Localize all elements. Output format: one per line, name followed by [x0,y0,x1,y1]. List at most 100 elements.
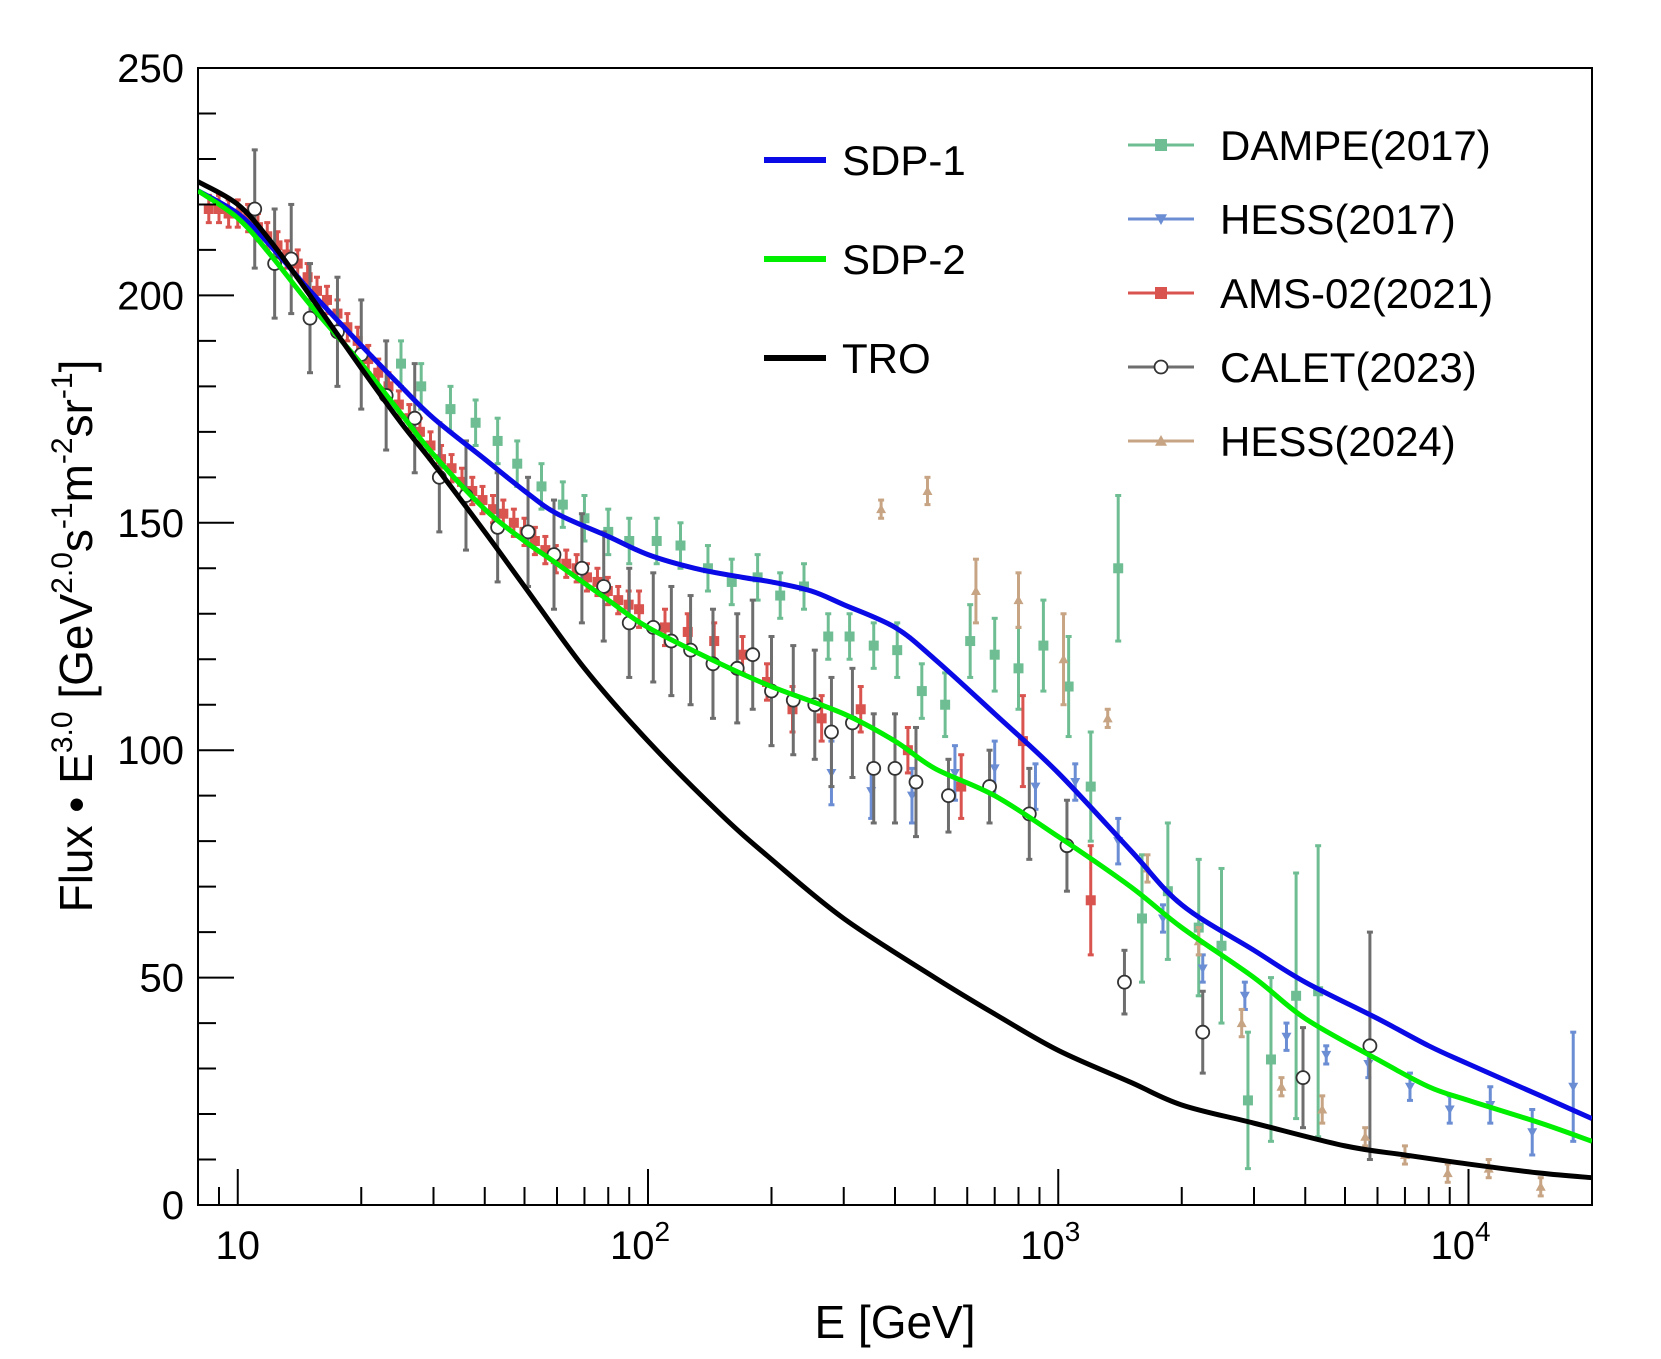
data-point [311,285,322,296]
series-dampe-2017 [396,339,1324,1171]
curve-sdp-1 [198,188,1592,1121]
data-point [908,774,924,790]
data-point [1013,663,1024,674]
data-point [702,563,713,574]
data-point [1404,1082,1415,1092]
x-axis-title: E [GeV] [814,1296,975,1348]
data-point [529,535,540,546]
data-point [651,535,662,546]
legend-entry-ams-02-2021: AMS-02(2021) [1128,270,1493,317]
x-tick-label: 102 [610,1216,670,1268]
data-point [1197,964,1208,974]
data-point [302,272,313,283]
data-point [1195,1024,1211,1040]
legend-label: DAMPE(2017) [1220,122,1491,169]
data-point [824,724,839,740]
data-point [816,713,827,724]
y-tick-label: 100 [117,729,184,773]
legend-label: SDP-1 [842,137,966,184]
data-point [1013,595,1024,605]
legend-label: AMS-02(2021) [1220,270,1493,317]
data-point [243,213,254,224]
legend-entry-dampe-2017: DAMPE(2017) [1128,122,1491,169]
data-point [1276,1081,1287,1091]
curve-tro [198,179,1592,1181]
data-point [596,579,612,594]
y-tick-label: 150 [117,502,184,546]
data-point [416,381,427,392]
data-point [1236,1018,1247,1028]
data-point [761,676,772,687]
legend-entry-hess-2017: HESS(2017) [1128,196,1456,243]
data-point [1239,991,1250,1001]
data-point [203,203,214,214]
legend-label: HESS(2024) [1220,418,1456,465]
data-point [557,499,568,510]
data-point [775,590,786,601]
data-point [488,504,499,515]
data-point [940,699,951,710]
data-point [887,760,903,776]
y-axis-title-exp2: 2.0 [46,552,79,594]
data-point [492,435,503,446]
data-point [470,417,481,428]
data-point [456,476,467,487]
y-tick-label: 50 [140,957,185,1001]
data-point [1070,778,1081,788]
data-point [613,595,624,606]
data-point [540,545,551,556]
data-point [512,458,523,469]
data-point [1058,654,1069,664]
data-point [498,508,509,519]
data-point [1063,681,1074,692]
data-point [363,354,374,365]
legend-entry-calet-2023: CALET(2023) [1128,344,1477,391]
data-point [581,572,592,583]
data-point [922,485,933,495]
data-point [1113,563,1124,574]
data-point [634,604,645,615]
data-point [1265,1054,1276,1065]
data-point [446,463,457,474]
data-point [467,485,478,496]
data-point [1102,713,1113,723]
data-point [508,517,519,528]
data-point [949,768,960,778]
legend-label: HESS(2017) [1220,196,1456,243]
data-point [823,631,834,642]
axes: 0 50 100 150 200 250 10 102 103 104 [117,47,1593,1268]
data-point [1136,913,1147,924]
data-point [989,649,1000,660]
data-point [892,645,903,656]
data-point [520,524,536,540]
legend-label: CALET(2023) [1220,344,1477,391]
data-point [868,640,879,651]
y-axis-title-exp4: -2 [46,437,79,464]
data-point [906,791,917,801]
legend-marker [1153,359,1169,375]
legend-marker [1155,139,1167,151]
data-point [659,622,670,633]
y-axis-title-exp1: 3.0 [46,711,79,753]
curve-sdp-2 [198,188,1592,1144]
data-point [956,781,967,792]
data-point [737,649,748,660]
y-axis-title-prefix: Flux • E [50,753,102,912]
data-point [1216,940,1227,951]
data-point [989,764,1000,774]
data-point [876,504,887,514]
data-point [592,576,603,587]
x-tick-label: 104 [1430,1216,1490,1268]
data-point [965,636,976,647]
y-axis-title-s: s [50,529,102,552]
data-point [1291,990,1302,1001]
y-axis-title-sr: sr [50,399,102,437]
data-point [1321,1050,1332,1060]
data-point [844,631,855,642]
data-point [247,201,263,217]
data-point [292,258,303,269]
y-tick-label: 250 [117,47,184,91]
data-point [866,760,882,776]
data-point [1527,1128,1538,1138]
